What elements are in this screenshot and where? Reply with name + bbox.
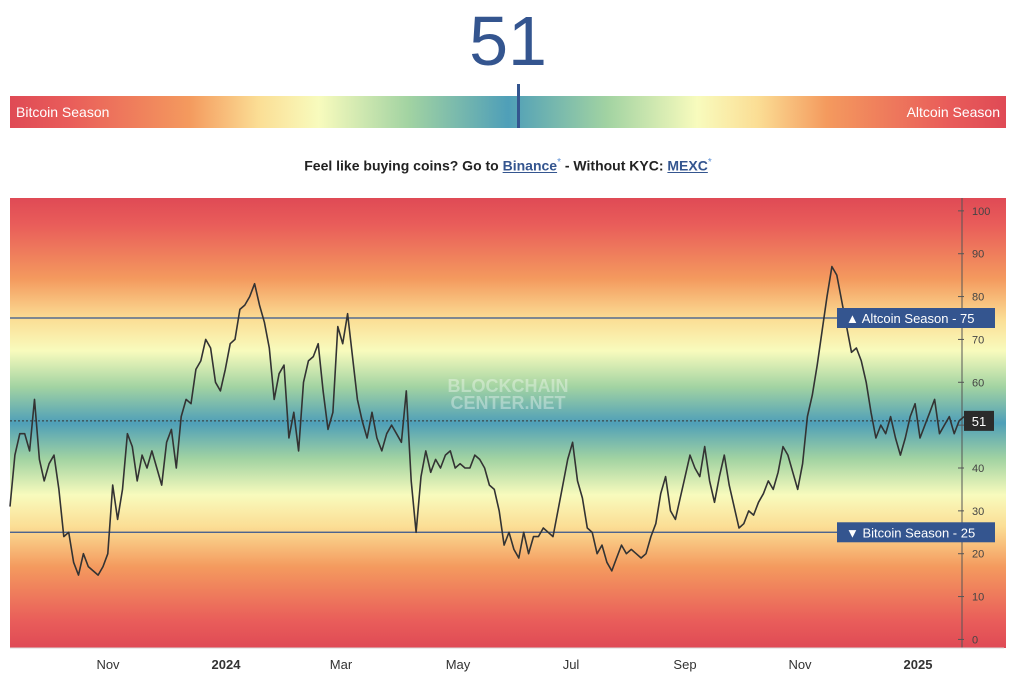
promo-prefix: Feel like buying coins? Go to	[304, 157, 499, 174]
y-tick-label: 70	[972, 334, 984, 346]
current-value-marker: 51	[964, 410, 994, 431]
current-value-label: 51	[972, 414, 986, 429]
current-value-box	[964, 410, 994, 431]
watermark-line2: CENTER.NET	[450, 393, 565, 413]
threshold-label-box	[837, 522, 995, 543]
x-tick-label: Sep	[673, 657, 696, 672]
promo-middle: - Without KYC:	[564, 157, 664, 174]
bitcoin-season-threshold-label: ▼ Bitcoin Season - 25	[837, 522, 995, 543]
y-tick-label: 30	[972, 506, 984, 518]
y-tick-label: 80	[972, 292, 984, 304]
y-tick-label: 0	[972, 634, 978, 646]
x-tick-label: 2024	[212, 657, 242, 672]
y-tick-label: 60	[972, 377, 984, 389]
chart-background	[10, 198, 1006, 648]
altcoin-season-threshold-label: ▲ Altcoin Season - 75	[837, 308, 995, 328]
altcoin-season-chart: 0102030405060708090100BLOCKCHAINCENTER.N…	[9, 198, 1006, 672]
season-gradient-bar: Bitcoin Season Altcoin Season	[10, 96, 1006, 128]
x-tick-label: 2025	[904, 657, 933, 672]
threshold-label-box	[837, 308, 995, 328]
mexc-link-mark: *	[707, 157, 712, 168]
threshold-label-text: ▲ Altcoin Season - 75	[846, 311, 975, 326]
index-value: 51	[469, 2, 547, 80]
watermark-line1: BLOCKCHAIN	[448, 376, 569, 396]
threshold-label-text: ▼ Bitcoin Season - 25	[846, 525, 975, 540]
y-tick-label: 100	[972, 206, 990, 218]
x-tick-label: Nov	[96, 657, 120, 672]
y-tick-label: 10	[972, 592, 984, 604]
x-tick-label: Mar	[330, 657, 353, 672]
binance-link[interactable]: Binance	[502, 157, 558, 174]
x-tick-label: Nov	[788, 657, 812, 672]
index-series-line	[9, 265, 965, 576]
bitcoin-season-label: Bitcoin Season	[16, 104, 110, 120]
index-needle	[517, 84, 520, 128]
x-tick-label: Jul	[563, 657, 580, 672]
binance-link-mark: *	[557, 157, 561, 168]
mexc-link[interactable]: MEXC	[667, 157, 708, 174]
y-tick-label: 20	[972, 549, 984, 561]
x-tick-label: May	[446, 657, 471, 672]
y-tick-label: 40	[972, 463, 984, 475]
y-tick-label: 90	[972, 249, 984, 261]
promo-text: Feel like buying coins? Go to Binance* -…	[0, 157, 1016, 174]
altcoin-season-label: Altcoin Season	[906, 104, 1000, 120]
